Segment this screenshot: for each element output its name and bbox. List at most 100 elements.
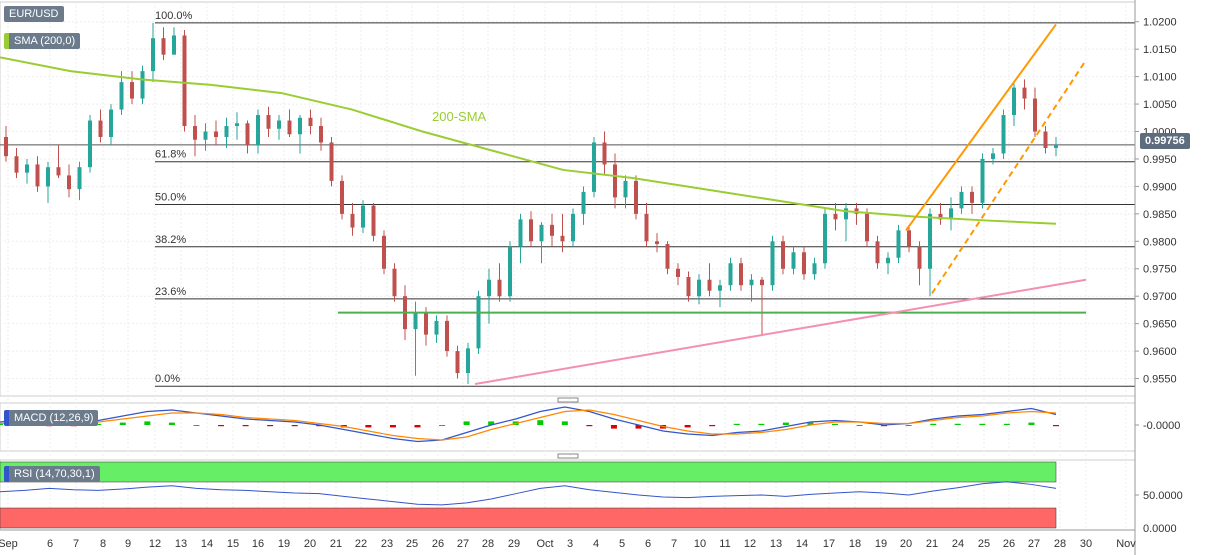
fib-level-label: 38.2%: [155, 234, 186, 246]
x-tick-label: Oct: [536, 538, 553, 550]
candle-body: [802, 252, 806, 275]
macd-badge: MACD (12,26,9): [4, 410, 99, 426]
x-tick-label: 20: [900, 538, 912, 550]
x-tick-label: 28: [482, 538, 494, 550]
x-tick-label: 4: [593, 538, 599, 550]
candle-body: [602, 142, 607, 165]
candle-body: [886, 257, 890, 264]
price-tag: 0.99756: [1140, 133, 1190, 149]
candle-body: [686, 276, 691, 297]
sma-badge: SMA (200,0): [4, 33, 81, 49]
candle-body: [56, 167, 61, 176]
symbol-badge: EUR/USD: [4, 6, 64, 22]
fib-level-label: 0.0%: [155, 373, 180, 385]
macd-histogram-bar: [168, 422, 175, 425]
rsi-axis-label: 50.0000: [1143, 490, 1183, 502]
x-tick-label: 26: [432, 538, 444, 550]
x-tick-label: 11: [719, 538, 730, 550]
candle-body: [35, 164, 40, 187]
macd-panel: [0, 406, 1059, 443]
candle-body: [749, 279, 754, 286]
candle-body: [466, 348, 470, 374]
candle-body: [655, 241, 659, 245]
macd-histogram-bar: [537, 420, 544, 425]
x-tick-label: 7: [73, 538, 79, 550]
candle-body: [119, 82, 124, 110]
candle-body: [665, 244, 670, 269]
macd-histogram-bar: [954, 423, 961, 425]
candle-body: [812, 263, 817, 275]
x-tick-label: 21: [926, 538, 938, 550]
candle-body: [109, 109, 113, 137]
candle-body: [875, 241, 880, 264]
macd-line: [0, 406, 1057, 443]
candle-body: [340, 180, 344, 214]
candle-body: [581, 191, 586, 214]
candle-body: [361, 205, 365, 228]
y-tick-label: 0.9900: [1143, 181, 1177, 193]
x-tick-label: 6: [645, 538, 651, 550]
candle-body: [949, 208, 953, 220]
candle-body: [1001, 115, 1006, 154]
candle-body: [298, 117, 302, 135]
x-tick-label: 17: [823, 538, 835, 550]
candle-body: [644, 213, 649, 242]
x-tick-label: 3: [567, 538, 573, 550]
y-tick-label: 0.9550: [1143, 374, 1177, 386]
candle-body: [382, 235, 386, 269]
rsi-panel: [0, 461, 1057, 529]
fibonacci-levels: 100.0% 61.8% 50.0% 38.2% 23.6% 0.0%: [0, 10, 1135, 387]
macd-histogram-bar: [218, 425, 225, 427]
macd-histogram-bar: [0, 423, 3, 425]
macd-histogram-bar: [635, 425, 642, 429]
candle-body: [392, 268, 397, 297]
candle-body: [67, 175, 71, 190]
y-tick-label: 0.9600: [1143, 346, 1177, 358]
rsi-oversold-band: [0, 507, 1057, 529]
x-tick-label: 29: [508, 538, 520, 550]
x-tick-label: 18: [849, 538, 861, 550]
candle-body: [970, 191, 974, 203]
candle-body: [77, 167, 82, 190]
macd-histogram-bar: [1053, 425, 1059, 427]
candle-body: [707, 279, 712, 291]
candle-body: [161, 38, 166, 55]
macd-histogram-bar: [561, 421, 568, 425]
sma200-line: [0, 56, 1057, 225]
macd-histogram-bar: [979, 423, 986, 425]
channel-lower: [931, 59, 1087, 294]
candle-body: [88, 120, 92, 168]
macd-histogram-bar: [586, 425, 593, 427]
candle-body: [781, 241, 785, 269]
x-tick-label: 21: [330, 538, 342, 550]
macd-histogram-bar: [733, 423, 740, 425]
x-tick-label: 13: [175, 538, 187, 550]
macd-signal-line: [0, 409, 1057, 441]
candle-body: [907, 230, 911, 247]
x-tick-label: 23: [381, 538, 393, 550]
candle-body: [1033, 98, 1037, 132]
candle-body: [770, 241, 775, 286]
macd-histogram-bar: [463, 421, 470, 425]
x-tick-label: 14: [796, 538, 808, 550]
x-tick-label: 15: [227, 538, 239, 550]
y-tick-label: 0.9950: [1143, 154, 1177, 166]
candle-body: [497, 279, 502, 297]
macd-histogram-bar: [95, 423, 102, 425]
candle-body: [350, 213, 355, 228]
y-tick-label: 1.0150: [1143, 44, 1177, 56]
candle-body: [224, 126, 229, 137]
candle-body: [676, 268, 680, 277]
candle-body: [739, 263, 743, 286]
y-tick-label: 0.9700: [1143, 291, 1177, 303]
y-tick-label: 0.9850: [1143, 209, 1177, 221]
candle-body: [991, 153, 995, 159]
candle-body: [151, 38, 155, 72]
x-tick-label: Nov: [1116, 538, 1136, 550]
fib-level-label: 61.8%: [155, 149, 186, 161]
x-tick-label: 25: [978, 538, 990, 550]
candle-body: [833, 213, 838, 220]
candle-body: [266, 115, 271, 129]
x-tick-label: 7: [671, 538, 677, 550]
